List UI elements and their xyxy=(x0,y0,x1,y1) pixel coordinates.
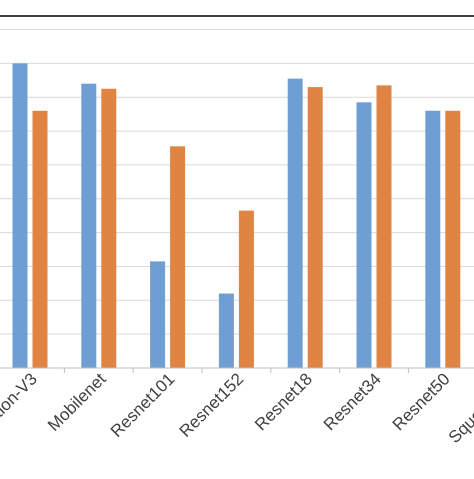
bar-inception-v3-series-2 xyxy=(33,111,48,368)
bar-resnet50-series-1 xyxy=(425,111,440,368)
category-label: Inception-V3 xyxy=(0,369,41,450)
bar-resnet18-series-2 xyxy=(308,87,323,368)
category-label: Mobilenet xyxy=(44,369,110,435)
category-label: Resnet18 xyxy=(251,369,316,434)
bar-resnet152-series-2 xyxy=(239,211,254,368)
bar-mobilenet-series-2 xyxy=(101,89,116,368)
category-label: Resnet101 xyxy=(107,369,179,441)
category-label: Resnet50 xyxy=(389,369,454,434)
bars xyxy=(13,63,474,368)
bar-resnet152-series-1 xyxy=(219,294,234,368)
bar-mobilenet-series-1 xyxy=(81,84,96,368)
bar-resnet50-series-2 xyxy=(445,111,460,368)
category-label: Resnet34 xyxy=(320,369,385,434)
bar-resnet101-series-2 xyxy=(170,146,185,368)
bar-resnet34-series-1 xyxy=(357,102,372,368)
axes xyxy=(0,16,474,373)
bar-inception-v3-series-1 xyxy=(13,63,28,368)
category-label: Resnet152 xyxy=(176,369,248,441)
bar-resnet18-series-1 xyxy=(288,79,303,368)
bar-resnet101-series-1 xyxy=(150,261,165,368)
gridlines xyxy=(0,30,474,335)
bar-resnet34-series-2 xyxy=(377,85,392,368)
